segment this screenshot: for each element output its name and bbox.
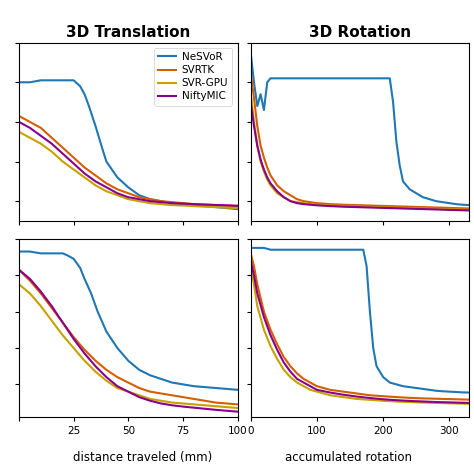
Title: 3D Rotation: 3D Rotation	[309, 25, 411, 40]
Legend: NeSVoR, SVRTK, SVR-GPU, NiftyMIC: NeSVoR, SVRTK, SVR-GPU, NiftyMIC	[154, 48, 232, 106]
Title: 3D Translation: 3D Translation	[66, 25, 191, 40]
Text: distance traveled (mm): distance traveled (mm)	[73, 451, 212, 464]
Text: accumulated rotation: accumulated rotation	[285, 451, 412, 464]
